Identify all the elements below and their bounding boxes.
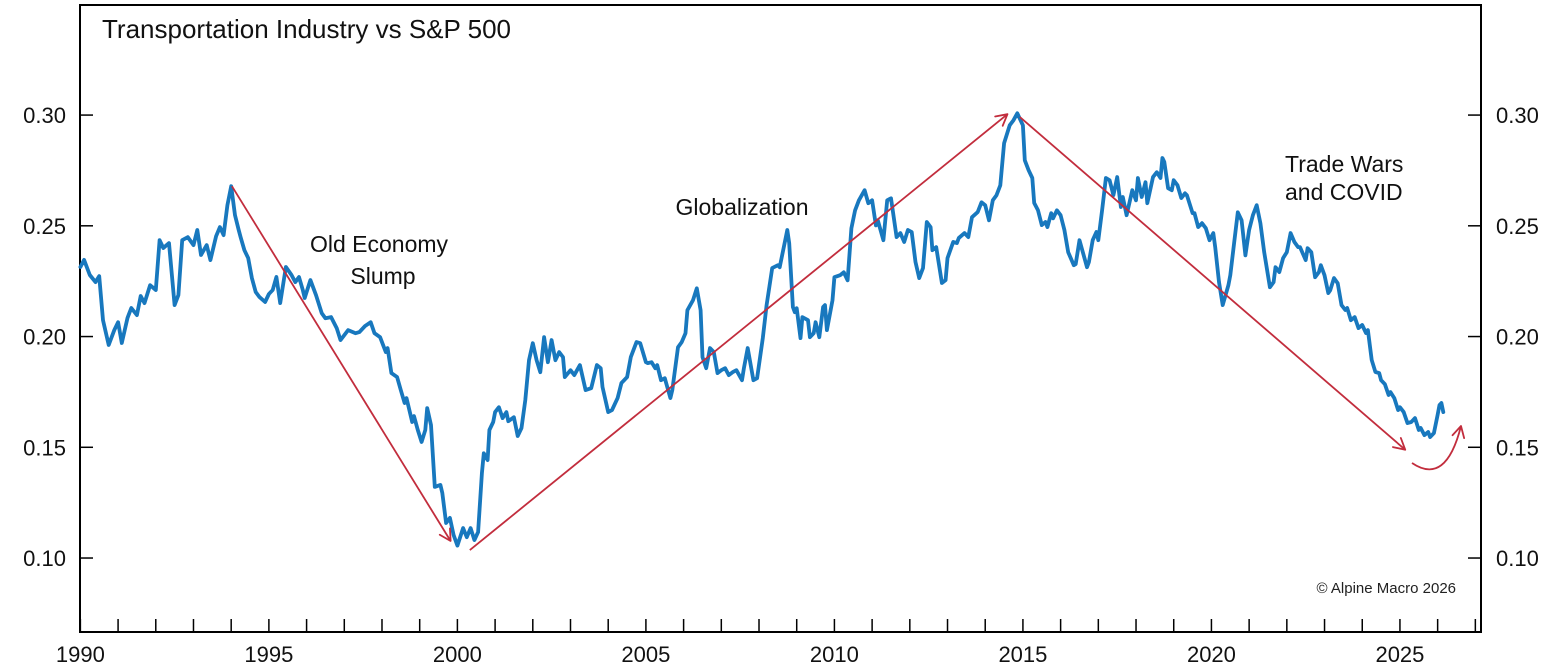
ratio-series xyxy=(78,111,1446,548)
annotation-trade-wars-covid-line2: and COVID xyxy=(1285,179,1403,205)
y-tick-label-left: 0.30 xyxy=(23,103,66,128)
x-tick-label: 1990 xyxy=(56,642,105,667)
y-tick-label-right: 0.10 xyxy=(1496,546,1539,571)
y-tick-label-left: 0.10 xyxy=(23,546,66,571)
y-tick-label-left: 0.20 xyxy=(23,325,66,350)
x-tick-label: 2015 xyxy=(998,642,1047,667)
rebound-curved-arrow xyxy=(1411,425,1466,471)
x-tick-label: 1995 xyxy=(244,642,293,667)
annotation-old-economy-slump-line1: Old Economy xyxy=(310,231,449,257)
y-tick-label-right: 0.25 xyxy=(1496,214,1539,239)
trend-arrows xyxy=(231,113,1466,551)
trend-arrow-3 xyxy=(1019,116,1407,451)
annotation-old-economy-slump-line2: Slump xyxy=(350,263,415,289)
transport-vs-sp500-line xyxy=(78,111,1446,548)
copyright: © Alpine Macro 2026 xyxy=(1317,580,1456,597)
chart-title: Transportation Industry vs S&P 500 xyxy=(102,14,511,44)
plot-border xyxy=(79,4,1482,633)
trend-arrow-1 xyxy=(231,185,452,542)
trend-arrow-2 xyxy=(469,113,1009,551)
y-tick-label-right: 0.30 xyxy=(1496,103,1539,128)
annotations: Transportation Industry vs S&P 500 Old E… xyxy=(102,14,1456,597)
x-tick-label: 2020 xyxy=(1187,642,1236,667)
x-tick-label: 2025 xyxy=(1375,642,1424,667)
y-tick-label-right: 0.15 xyxy=(1496,435,1539,460)
axes: 1990 1995 2000 2005 2010 2015 2020 2025 0.10 0.10… xyxy=(23,4,1539,667)
y-tick-label-right: 0.20 xyxy=(1496,325,1539,350)
y-tick-label-left: 0.25 xyxy=(23,214,66,239)
x-tick-label: 2000 xyxy=(433,642,482,667)
y-tick-label-left: 0.15 xyxy=(23,435,66,460)
annotation-globalization: Globalization xyxy=(676,194,809,220)
x-tick-label: 2005 xyxy=(621,642,670,667)
x-tick-label: 2010 xyxy=(810,642,859,667)
annotation-trade-wars-covid-line1: Trade Wars xyxy=(1285,151,1403,177)
